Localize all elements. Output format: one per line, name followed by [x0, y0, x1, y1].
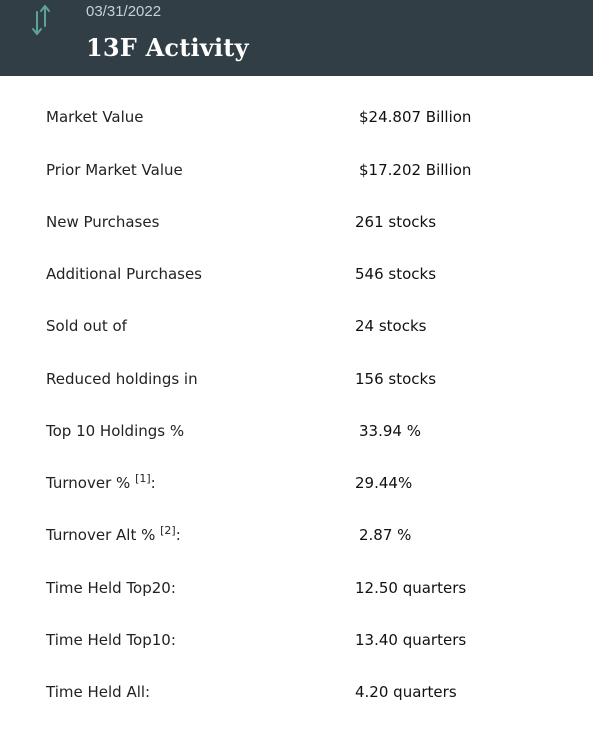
page-title: 13F Activity — [86, 33, 249, 62]
stat-row-sold-out-of: Sold out of 24 stocks — [0, 316, 593, 368]
stat-value: 33.94 % — [359, 422, 421, 440]
stat-label-text: Turnover % — [46, 474, 131, 492]
stat-value: 24 stocks — [355, 317, 427, 335]
stat-label: Market Value — [46, 108, 144, 126]
stat-row-time-held-all: Time Held All: 4.20 quarters — [0, 682, 593, 734]
stat-value: 156 stocks — [355, 370, 437, 388]
stat-value: 29.44% — [355, 474, 413, 492]
stat-value: $24.807 Billion — [359, 108, 472, 126]
stat-label: New Purchases — [46, 213, 160, 231]
stat-label-suffix: : — [175, 526, 181, 544]
stat-value: 13.40 quarters — [355, 631, 467, 649]
stat-label-suffix: : — [150, 474, 156, 492]
stat-row-top10-holdings: Top 10 Holdings % 33.94 % — [0, 421, 593, 473]
stat-value: $17.202 Billion — [359, 161, 472, 179]
stat-label-text: Turnover Alt % — [46, 526, 156, 544]
stat-label: Reduced holdings in — [46, 370, 198, 388]
stat-label: Turnover % [1]: — [46, 473, 156, 493]
stat-row-additional-purchases: Additional Purchases 546 stocks — [0, 264, 593, 316]
up-down-arrows-icon — [32, 5, 50, 35]
stat-value: 12.50 quarters — [355, 579, 467, 597]
stat-value: 261 stocks — [355, 213, 437, 231]
stat-value: 2.87 % — [359, 526, 412, 544]
stat-row-market-value: Market Value $24.807 Billion — [0, 107, 593, 159]
stat-label: Top 10 Holdings % — [46, 422, 185, 440]
header-bar: 03/31/2022 13F Activity — [0, 0, 593, 76]
stat-row-new-purchases: New Purchases 261 stocks — [0, 212, 593, 264]
stat-label: Turnover Alt % [2]: — [46, 525, 181, 545]
stat-value: 546 stocks — [355, 265, 437, 283]
footnote-link-2[interactable]: [2] — [160, 524, 176, 537]
report-date: 03/31/2022 — [86, 3, 162, 20]
stat-row-prior-market-value: Prior Market Value $17.202 Billion — [0, 160, 593, 212]
stat-label: Time Held Top20: — [46, 579, 176, 597]
stat-value: 4.20 quarters — [355, 683, 457, 701]
stat-row-reduced-holdings: Reduced holdings in 156 stocks — [0, 369, 593, 421]
footnote-link-1[interactable]: [1] — [135, 472, 151, 485]
stat-label: Prior Market Value — [46, 161, 183, 179]
stat-row-time-held-top20: Time Held Top20: 12.50 quarters — [0, 578, 593, 630]
stat-row-turnover: Turnover % [1]: 29.44% — [0, 473, 593, 525]
stat-label: Additional Purchases — [46, 265, 202, 283]
stat-label: Time Held Top10: — [46, 631, 176, 649]
stat-label: Sold out of — [46, 317, 127, 335]
stat-row-time-held-top10: Time Held Top10: 13.40 quarters — [0, 630, 593, 682]
stat-row-turnover-alt: Turnover Alt % [2]: 2.87 % — [0, 525, 593, 577]
stat-label: Time Held All: — [46, 683, 151, 701]
